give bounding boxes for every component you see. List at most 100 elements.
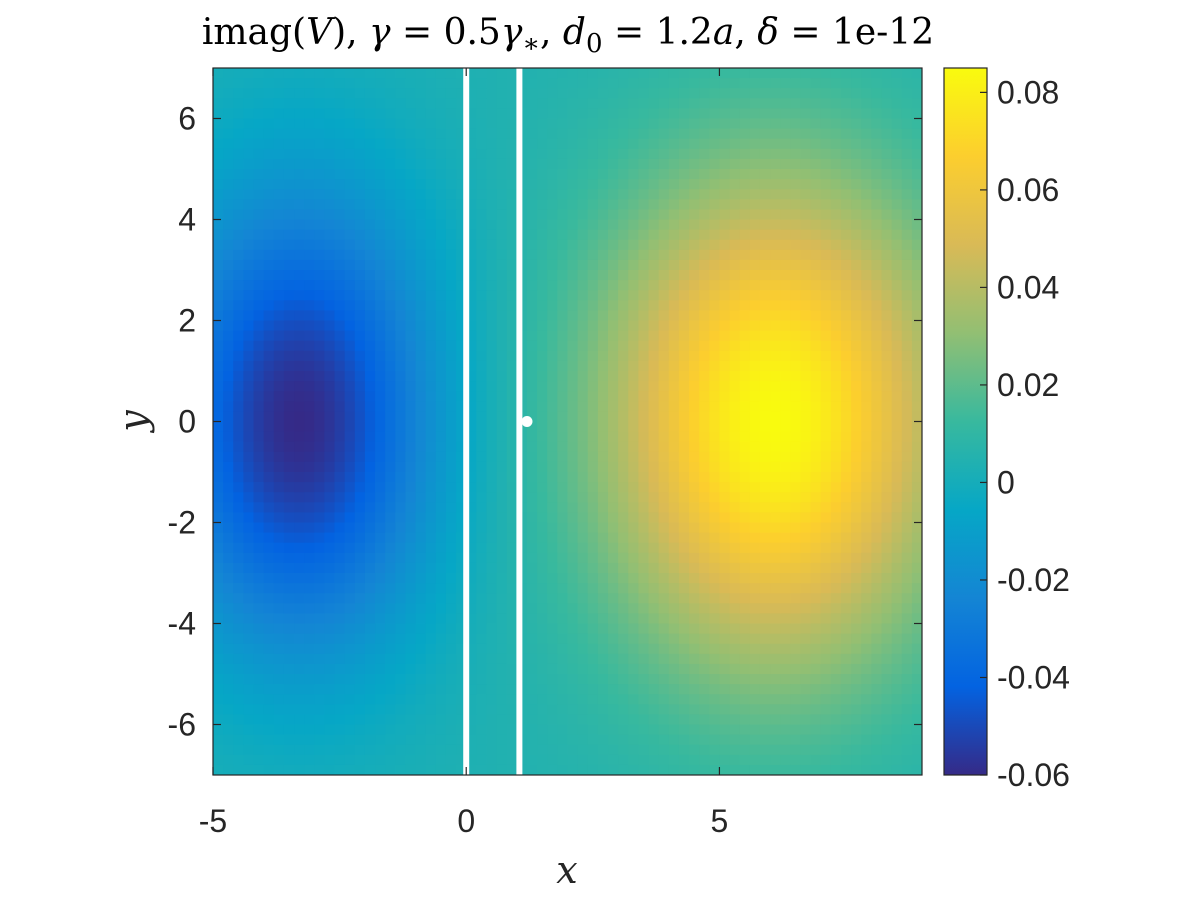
heatmap-cell [840,259,852,271]
heatmap-cell [364,320,376,332]
heatmap-cell [486,360,498,372]
heatmap-cell [810,603,822,614]
heatmap-cell [223,734,234,746]
heatmap-cell [901,179,913,190]
heatmap-cell [506,684,518,695]
heatmap-cell [871,441,883,453]
heatmap-cell [790,562,802,574]
heatmap-cell [354,482,366,493]
heatmap-cell [648,381,660,392]
heatmap-cell [324,633,336,645]
heatmap-cell [344,330,356,342]
heatmap-cell [334,290,346,301]
heatmap-cell [911,300,922,311]
heatmap-cell [263,249,275,261]
heatmap-cell [759,522,771,534]
heatmap-cell [526,583,538,594]
heatmap-cell [273,148,285,160]
heatmap-cell [881,613,893,625]
y-tick-label: 4 [178,202,196,238]
heatmap-cell [405,532,417,544]
heatmap-cell [283,118,295,130]
heatmap-cell [466,623,477,635]
heatmap-cell [213,502,224,513]
heatmap-cell [324,653,336,665]
heatmap-cell [891,532,903,544]
heatmap-cell [597,472,609,483]
heatmap-cell [861,108,872,120]
heatmap-cell [375,461,386,473]
heatmap-cell [354,512,366,524]
heatmap-cell [668,532,680,544]
heatmap-cell [223,583,234,594]
heatmap-cell [749,290,761,301]
heatmap-cell [456,684,467,695]
heatmap-cell [273,724,285,736]
heatmap-cell [395,421,407,433]
heatmap-cell [759,249,771,261]
heatmap-cell [354,371,366,382]
heatmap-cell [435,522,447,534]
heatmap-cell [526,290,538,301]
heatmap-cell [689,138,700,150]
heatmap-cell [678,219,690,231]
heatmap-cell [304,532,315,544]
heatmap-cell [658,300,670,311]
heatmap-cell [425,158,437,170]
heatmap-cell [435,108,447,120]
heatmap-cell [354,68,366,79]
heatmap-cell [638,209,650,221]
heatmap-cell [618,360,629,372]
heatmap-cell [861,259,872,271]
heatmap-cell [759,562,771,574]
heatmap-cell [253,573,265,584]
heatmap-cell [415,259,427,271]
heatmap-cell [506,259,518,271]
heatmap-cell [597,118,609,130]
heatmap-cell [243,290,255,301]
heatmap-cell [456,138,467,150]
heatmap-cell [810,280,822,291]
heatmap-cell [456,461,467,473]
heatmap-cell [790,704,802,715]
heatmap-cell [820,492,832,503]
heatmap-cell [233,179,244,190]
heatmap-cell [263,360,275,372]
heatmap-cell [770,249,781,261]
heatmap-cell [759,764,771,775]
heatmap-cell [273,280,285,291]
heatmap-cell [618,684,629,695]
heatmap-cell [861,502,872,513]
y-tick-label: 2 [178,303,196,339]
heatmap-cell [496,280,508,291]
heatmap-cell [324,108,336,120]
heatmap-cell [344,653,356,665]
heatmap-cell [385,694,396,705]
heatmap-cell [354,744,366,756]
heatmap-cell [364,663,376,675]
heatmap-cell [628,492,639,503]
heatmap-cell [628,653,639,665]
heatmap-cell [283,583,295,594]
heatmap-cell [577,88,589,99]
heatmap-cell [790,219,802,231]
heatmap-cell [729,512,741,524]
heatmap-cell [213,472,224,483]
heatmap-cell [425,219,437,231]
heatmap-cell [304,744,315,756]
heatmap-cell [405,764,417,775]
heatmap-cell [435,78,447,89]
heatmap-cell [770,552,781,564]
heatmap-cell [648,522,660,534]
heatmap-cell [618,270,629,281]
heatmap-cell [567,603,579,614]
heatmap-cell [881,522,893,534]
heatmap-cell [213,300,224,311]
heatmap-cell [294,330,305,342]
heatmap-cell [435,330,447,342]
heatmap-cell [334,492,346,503]
heatmap-cell [294,461,305,473]
heatmap-cell [658,68,670,79]
heatmap-cell [780,653,791,665]
heatmap-cell [628,431,639,443]
